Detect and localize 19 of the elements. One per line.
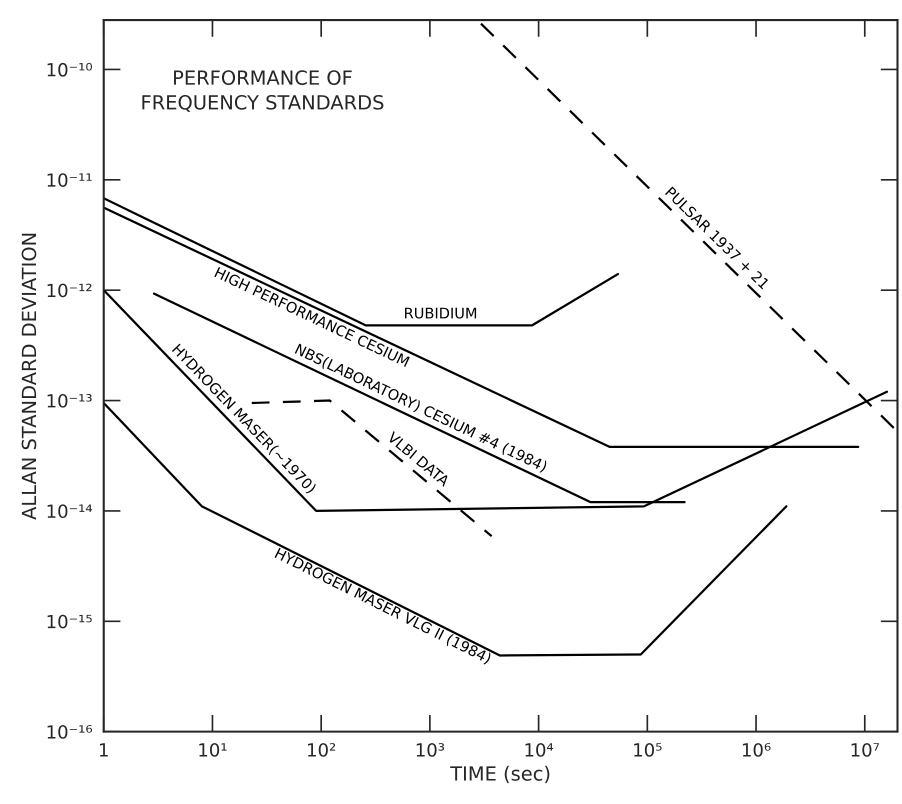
x-tick-label: 10³: [416, 743, 444, 757]
x-tick-label: 10²: [308, 743, 336, 757]
y-tick-label: 10⁻¹⁴: [48, 504, 92, 518]
x-tick-label: 10⁴: [525, 743, 554, 757]
x-tick-label: 10⁷: [852, 743, 880, 757]
x-axis-title: TIME (sec): [450, 766, 550, 784]
y-tick-label: 10⁻¹⁶: [48, 725, 92, 739]
x-tick-label: 1: [100, 743, 108, 756]
y-tick-label: 10⁻¹²: [48, 284, 92, 298]
y-tick-label: 10⁻¹⁰: [48, 62, 92, 77]
series-label: RUBIDIUM: [405, 308, 476, 319]
y-axis-title: ALLAN STANDARD DEVIATION: [22, 234, 36, 520]
x-tick-label: 10¹: [199, 743, 227, 757]
y-tick-label: 10⁻¹⁵: [48, 614, 92, 628]
text: PERFORMANCE OF FREQUENCY STANDARDS: [142, 70, 384, 112]
y-tick-label: 10⁻¹³: [48, 394, 92, 408]
x-tick-label: 10⁵: [634, 743, 662, 757]
y-tick-label: 10⁻¹¹: [48, 173, 92, 187]
x-tick-label: 10⁶: [742, 743, 771, 757]
